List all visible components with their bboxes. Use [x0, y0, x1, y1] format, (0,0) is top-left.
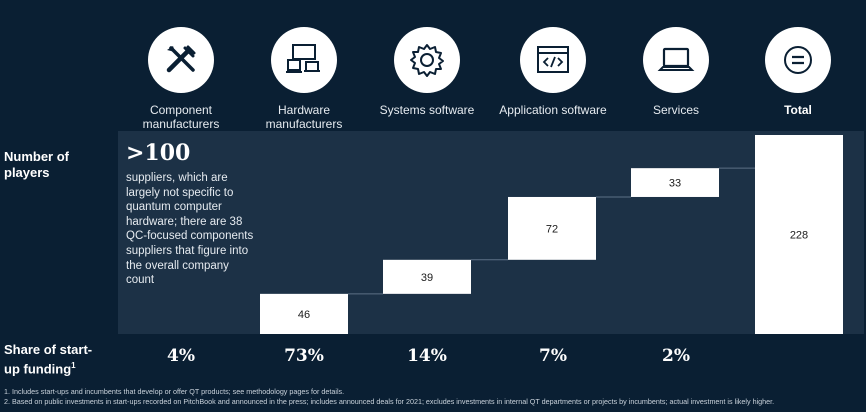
share-services: 2% — [662, 346, 690, 366]
bar-0 — [260, 293, 348, 334]
code-icon-circle — [520, 27, 586, 93]
category-label-hardware: Hardware manufacturers — [265, 103, 343, 131]
funding-row-label: Share of start-up funding1 — [4, 342, 93, 377]
bar-value-label-0: 46 — [298, 309, 310, 321]
total-icon-circle — [765, 27, 831, 93]
laptop-icon-circle — [643, 27, 709, 93]
category-label-systems: Systems software — [379, 103, 475, 117]
share-application: 7% — [539, 346, 567, 366]
category-label-application: Application software — [499, 103, 607, 117]
bar-4 — [755, 135, 843, 334]
bar-value-label-1: 39 — [421, 272, 433, 284]
bar-value-label-4: 228 — [790, 230, 808, 242]
category-label-component: Component manufacturers — [142, 103, 220, 131]
share-systems: 14% — [407, 346, 447, 366]
tools-icon — [166, 45, 196, 73]
bar-value-label-3: 33 — [669, 178, 681, 190]
tools-icon-circle — [148, 27, 214, 93]
category-label-services: Services — [652, 103, 699, 117]
component-note-text: suppliers, which are largely not specifi… — [126, 172, 254, 287]
gear-icon-circle — [394, 27, 460, 93]
footnote-1: 1. Includes start-ups and incumbents tha… — [4, 387, 345, 396]
gear-icon — [410, 44, 444, 77]
component-headline: >100 — [126, 140, 191, 166]
share-hardware: 73% — [284, 346, 324, 366]
laptop-icon — [657, 47, 695, 71]
footnote-2: 2. Based on public investments in start-… — [4, 397, 775, 406]
bar-value-label-2: 72 — [546, 223, 558, 235]
bar-3 — [631, 168, 719, 197]
hardware-icon-circle — [271, 27, 337, 93]
equals-icon — [784, 46, 812, 74]
chart-band — [118, 131, 864, 334]
share-component: 4% — [167, 346, 195, 366]
bar-1 — [383, 259, 471, 294]
code-window-icon — [537, 46, 569, 73]
bar-2 — [508, 196, 596, 260]
hardware-devices-icon — [286, 44, 320, 73]
players-row-label: Number of players — [4, 149, 69, 180]
category-label-total: Total — [784, 103, 812, 117]
